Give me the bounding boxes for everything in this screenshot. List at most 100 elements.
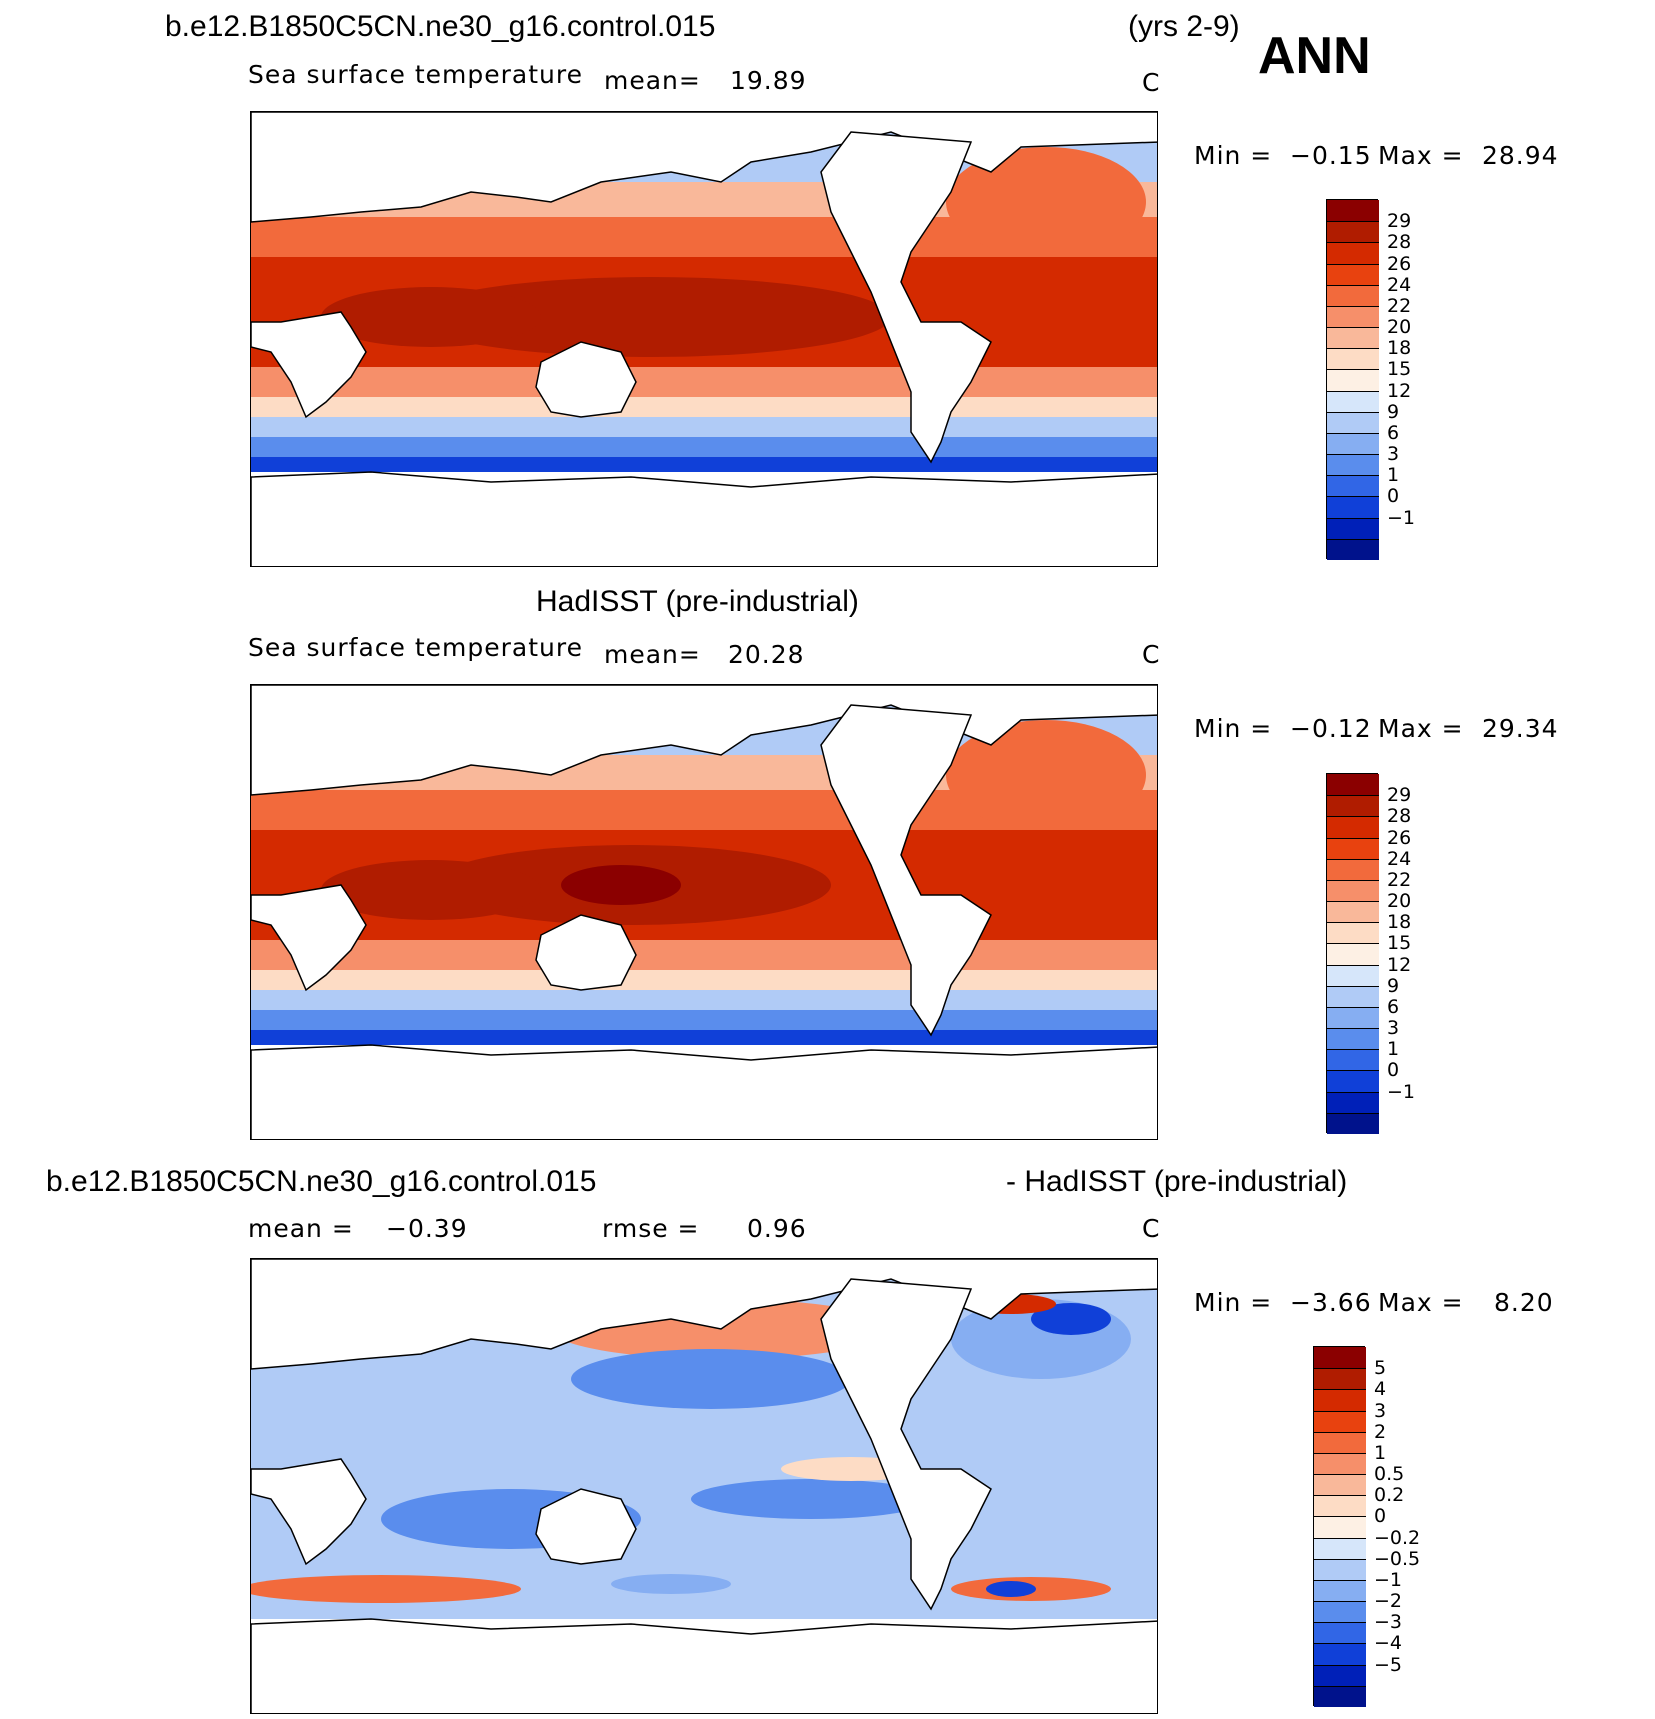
colorbar-tick-label: −2 <box>1374 1590 1403 1613</box>
colorbar-tick-label: 4 <box>1374 1378 1387 1401</box>
panel2-max-value: 29.34 <box>1482 714 1559 743</box>
colorbar-cell <box>1327 816 1379 838</box>
colorbar-tick-label: 6 <box>1387 995 1400 1018</box>
panel2-mean-label: mean= <box>604 640 701 669</box>
colorbar-cell <box>1327 263 1379 285</box>
panel3-colorbar: 5 4 3 2 1 0.5 0.2 0 −0.2 −0.5 −1 −2 −3 −4 −5 <box>1313 1346 1420 1707</box>
panel3-case-title: b.e12.B1850C5CN.ne30_g16.control.015 <box>46 1165 597 1198</box>
panel3-mean-label: mean = <box>248 1214 354 1243</box>
panel3-units: C <box>1142 1214 1161 1243</box>
colorbar-tick-label: −0.5 <box>1374 1547 1421 1570</box>
colorbar-cell <box>1314 1643 1366 1665</box>
land-africa <box>251 884 367 992</box>
colorbar-cell <box>1314 1558 1366 1580</box>
land-americas <box>820 704 992 1037</box>
colorbar-tick-label: 15 <box>1387 358 1412 381</box>
colorbar-cell <box>1327 242 1379 264</box>
land-antarctica <box>251 471 1157 566</box>
colorbar-cell <box>1327 284 1379 306</box>
colorbar-tick-label: 12 <box>1387 379 1412 402</box>
land-americas <box>820 131 992 464</box>
panel2-max-label: Max = <box>1378 714 1464 743</box>
colorbar-cell <box>1314 1685 1366 1707</box>
colorbar-cell <box>1327 432 1379 455</box>
colorbar-cell <box>1314 1389 1366 1411</box>
colorbar-tick-label: 0 <box>1387 1059 1400 1082</box>
panel2-units: C <box>1142 640 1161 669</box>
colorbar-tick-label: 22 <box>1387 294 1412 317</box>
land-antarctica <box>251 1044 1157 1139</box>
colorbar-cell <box>1327 538 1379 560</box>
panel3-max-label: Max = <box>1378 1288 1464 1317</box>
season-label: ANN <box>1258 27 1371 85</box>
colorbar-tick-label: −1 <box>1374 1568 1403 1591</box>
colorbar-cell <box>1327 517 1379 539</box>
colorbar-cell <box>1327 943 1379 965</box>
colorbar-cell <box>1314 1347 1366 1369</box>
colorbar-tick-label: 9 <box>1387 400 1400 423</box>
panel1-map <box>250 111 1158 567</box>
colorbar-cell <box>1327 1028 1379 1050</box>
colorbar-cell <box>1327 348 1379 370</box>
colorbar-cell <box>1327 411 1379 433</box>
colorbar-tick-label: 5 <box>1374 1357 1387 1380</box>
colorbar-tick-label: 3 <box>1374 1399 1387 1422</box>
colorbar-tick-label: 28 <box>1387 231 1412 254</box>
colorbar-cell <box>1327 327 1379 349</box>
colorbar-cell <box>1327 837 1379 859</box>
colorbar-tick-label: −1 <box>1387 1080 1416 1103</box>
colorbar-cell <box>1314 1579 1366 1602</box>
colorbar-tick-label: 1 <box>1374 1441 1387 1464</box>
colorbar-tick-label: 29 <box>1387 784 1412 807</box>
panel2-variable: Sea surface temperature <box>248 633 583 662</box>
colorbar-cell <box>1314 1410 1366 1432</box>
colorbar-tick-label: 28 <box>1387 805 1412 828</box>
colorbar-cell <box>1327 1091 1379 1113</box>
panel1-case-title: b.e12.B1850C5CN.ne30_g16.control.015 <box>165 10 716 43</box>
colorbar-cell <box>1327 475 1379 497</box>
colorbar-tick-label: 26 <box>1387 252 1412 275</box>
colorbar-cell <box>1314 1495 1366 1517</box>
colorbar-cell <box>1314 1537 1366 1559</box>
panel3-rmse-label: rmse = <box>602 1214 700 1243</box>
land-antarctica <box>251 1618 1157 1713</box>
sst-diff-map <box>251 1259 1157 1713</box>
colorbar-cell <box>1327 879 1379 902</box>
colorbar-tick-label: 1 <box>1387 1038 1400 1061</box>
colorbar-cell <box>1314 1664 1366 1686</box>
colorbar-tick-label: 1 <box>1387 464 1400 487</box>
panel1-mean-label: mean= <box>604 66 701 95</box>
colorbar-tick-label: −1 <box>1387 506 1416 529</box>
panel1-min-label: Min = <box>1194 141 1273 170</box>
colorbar-tick-label: 3 <box>1387 1017 1400 1040</box>
panel1-colorbar: 29 28 26 24 22 20 18 15 12 9 6 3 1 0 −1 <box>1326 199 1415 560</box>
colorbar-tick-label: 3 <box>1387 443 1400 466</box>
panel2-case-title: HadISST (pre-industrial) <box>536 585 859 618</box>
colorbar-cell <box>1327 774 1379 796</box>
panel1-max-value: 28.94 <box>1482 141 1559 170</box>
colorbar-cell <box>1327 795 1379 817</box>
colorbar-tick-label: 15 <box>1387 932 1412 955</box>
land-australia <box>535 1488 637 1565</box>
colorbar-cell <box>1327 985 1379 1007</box>
panel1-max-label: Max = <box>1378 141 1464 170</box>
colorbar-tick-label: 0.2 <box>1374 1484 1405 1507</box>
colorbar-tick-label: 18 <box>1387 337 1412 360</box>
panel3-mean-value: −0.39 <box>386 1214 468 1243</box>
colorbar-cell <box>1327 496 1379 518</box>
colorbar-tick-label: 22 <box>1387 868 1412 891</box>
panel3-map <box>250 1258 1158 1714</box>
colorbar-tick-label: 18 <box>1387 911 1412 934</box>
colorbar-tick-label: 6 <box>1387 421 1400 444</box>
panel1-mean-value: 19.89 <box>730 66 807 95</box>
sst-obs-map <box>251 685 1157 1139</box>
colorbar-tick-label: 24 <box>1387 273 1412 296</box>
colorbar-cell <box>1314 1452 1366 1475</box>
colorbar-cell <box>1327 1006 1379 1029</box>
panel2-map <box>250 684 1158 1140</box>
colorbar-cell <box>1314 1474 1366 1496</box>
colorbar-cell <box>1314 1622 1366 1644</box>
colorbar-tick-label: 9 <box>1387 974 1400 997</box>
panel1-units: C <box>1142 68 1161 97</box>
colorbar-tick-label: −3 <box>1374 1611 1403 1634</box>
